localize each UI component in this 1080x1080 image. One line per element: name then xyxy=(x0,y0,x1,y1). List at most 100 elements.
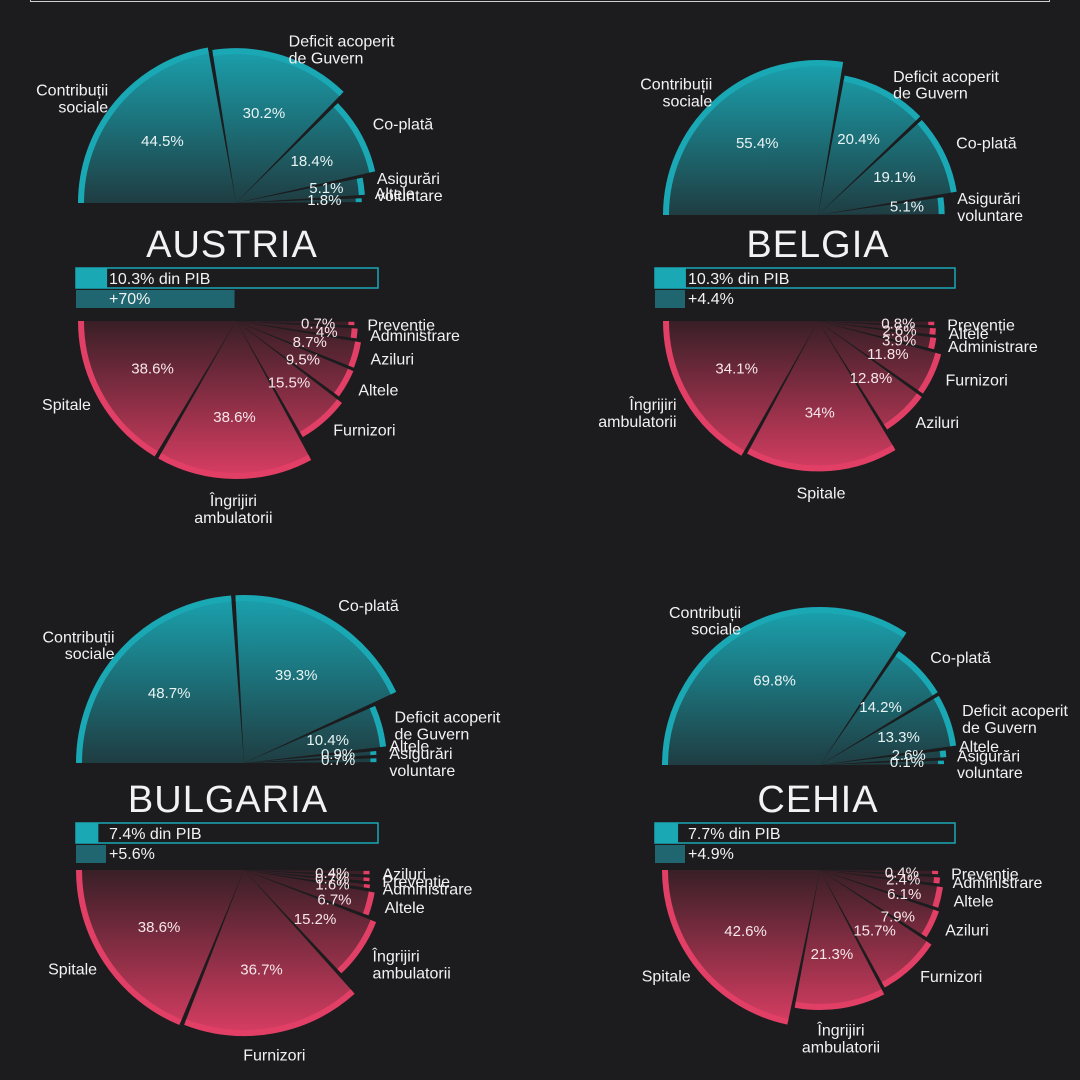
funding-slice-asigurari-voluntare-cehia xyxy=(820,760,941,765)
spending-slice-furnizori-cehia-rim xyxy=(881,941,932,988)
spending-slice-furnizori-bulgaria xyxy=(185,870,353,1034)
spending-slice-furnizori-cehia-value: 15.7% xyxy=(853,922,896,939)
spending-slice-altele-cehia-label: Altele xyxy=(954,893,994,910)
spending-slice-aziluri-austria-value: 8.7% xyxy=(293,334,327,351)
funding-slice-deficit-acoperit-de-guvern-cehia xyxy=(820,697,954,765)
funding-slice-asigurari-voluntare-austria xyxy=(236,178,362,203)
change-label-cehia: +4.9% xyxy=(688,846,734,863)
spending-slice-administrare-belgia-label: Administrare xyxy=(948,339,1038,356)
spending-slice-spitale-belgia-value: 34% xyxy=(805,404,835,421)
funding-slice-asigurari-voluntare-belgia-label: Asigurări voluntare xyxy=(957,191,1023,225)
spending-slice-ingrijiri-ambulatorii-bulgaria-rim xyxy=(337,919,377,974)
spending-slice-altele-austria-label: Altele xyxy=(358,382,398,399)
funding-slice-deficit-acoperit-de-guvern-bulgaria-label: Deficit acoperit de Guvern xyxy=(395,709,501,743)
spending-slice-spitale-austria-rim xyxy=(78,320,158,457)
change-label-belgia: +4.4% xyxy=(688,291,734,308)
spending-slice-furnizori-bulgaria-value: 36.7% xyxy=(240,962,283,979)
spending-slice-ingrijiri-ambulatorii-belgia-rim xyxy=(663,320,745,456)
change-label-bulgaria: +5.6% xyxy=(109,846,155,863)
spending-slice-altele-belgia-label: Altele xyxy=(949,326,989,343)
spending-slice-ingrijiri-ambulatorii-austria-rim xyxy=(158,453,312,479)
spending-slice-furnizori-cehia-label: Furnizori xyxy=(920,969,982,986)
funding-slice-deficit-acoperit-de-guvern-belgia-label: Deficit acoperit de Guvern xyxy=(893,69,999,103)
spending-slice-ingrijiri-ambulatorii-bulgaria-label: Îngrijiri ambulatorii xyxy=(372,946,451,982)
country-title-bulgaria: BULGARIA xyxy=(128,779,328,821)
spending-slice-ingrijiri-ambulatorii-belgia-label: Îngrijiri ambulatorii xyxy=(598,395,676,431)
spending-slice-preventie-belgia-label: Prevenție xyxy=(947,317,1015,334)
spending-slice-ingrijiri-ambulatorii-austria-label: Îngrijiri ambulatorii xyxy=(194,491,272,527)
spending-slice-administrare-austria-rim xyxy=(350,328,358,339)
gdp-label-bulgaria: 7.4% din PIB xyxy=(109,826,202,843)
funding-slice-contributii-sociale-austria-value: 44.5% xyxy=(141,133,184,150)
change-bar-belgia xyxy=(655,290,685,308)
funding-slice-asigurari-voluntare-bulgaria-value: 0.7% xyxy=(321,752,355,769)
spending-slice-ingrijiri-ambulatorii-cehia-value: 21.3% xyxy=(811,946,854,963)
funding-slice-co-plata-cehia-label: Co-plată xyxy=(930,650,991,667)
funding-slice-asigurari-voluntare-belgia-value: 5.1% xyxy=(890,198,924,215)
funding-slice-asigurari-voluntare-austria-value: 5.1% xyxy=(309,180,343,197)
funding-slice-altele-cehia xyxy=(820,750,944,765)
panel-belgia: 55.4% Contribuții sociale 20.4% Deficit acop… xyxy=(598,60,1038,502)
spending-slice-aziluri-austria-rim xyxy=(348,341,361,368)
funding-slice-co-plata-belgia-rim xyxy=(917,120,957,193)
funding-slice-asigurari-voluntare-bulgaria xyxy=(244,758,374,763)
funding-slice-deficit-acoperit-de-guvern-bulgaria-value: 10.4% xyxy=(306,732,349,749)
spending-slice-ingrijiri-ambulatorii-cehia-rim xyxy=(794,989,885,1011)
spending-slice-furnizori-belgia-label: Furnizori xyxy=(946,372,1008,389)
funding-slice-deficit-acoperit-de-guvern-austria xyxy=(212,51,342,203)
spending-slice-administrare-cehia xyxy=(820,870,937,884)
funding-slice-asigurari-voluntare-cehia-value: 0.1% xyxy=(890,754,924,771)
spending-slice-aziluri-bulgaria-label: Aziluri xyxy=(382,867,426,884)
gdp-label-cehia: 7.7% din PIB xyxy=(688,826,781,843)
funding-slice-contributii-sociale-cehia-rim xyxy=(662,607,907,766)
funding-slice-altele-bulgaria xyxy=(244,751,374,763)
spending-slice-altele-cehia-rim xyxy=(932,886,943,908)
spending-slice-administrare-bulgaria xyxy=(244,870,368,888)
spending-slice-preventie-austria-value: 0.7% xyxy=(301,316,335,333)
funding-slice-contributii-sociale-belgia xyxy=(666,63,843,215)
spending-slice-administrare-belgia-rim xyxy=(928,337,937,350)
spending-slice-altele-belgia-value: 2.6% xyxy=(882,322,916,339)
spending-slice-preventie-belgia-value: 0.8% xyxy=(881,316,915,333)
funding-slice-deficit-acoperit-de-guvern-belgia xyxy=(818,78,919,215)
gdp-label-belgia: 10.3% din PIB xyxy=(688,271,789,288)
funding-slice-co-plata-austria-value: 18.4% xyxy=(291,153,334,170)
spending-slice-spitale-austria-value: 38.6% xyxy=(131,361,174,378)
funding-slice-deficit-acoperit-de-guvern-austria-rim xyxy=(212,48,344,97)
spending-slice-administrare-austria xyxy=(236,321,355,338)
funding-slice-altele-austria-value: 1.8% xyxy=(307,192,341,209)
spending-slice-altele-bulgaria-rim xyxy=(362,891,375,916)
gdp-label-austria: 10.3% din PIB xyxy=(109,271,210,288)
funding-slice-contributii-sociale-cehia-value: 69.8% xyxy=(753,672,796,689)
spending-slice-altele-bulgaria-label: Altele xyxy=(385,900,425,917)
funding-slice-altele-bulgaria-label: Altele xyxy=(389,738,429,755)
spending-slice-preventie-austria xyxy=(236,321,352,326)
funding-slice-contributii-sociale-austria-rim xyxy=(78,47,209,204)
funding-slice-contributii-sociale-belgia-value: 55.4% xyxy=(736,135,779,152)
spending-slice-furnizori-belgia-value: 11.8% xyxy=(867,346,908,363)
funding-slice-co-plata-austria xyxy=(236,105,373,203)
spending-slice-aziluri-belgia xyxy=(818,321,920,427)
funding-slice-asigurari-voluntare-belgia xyxy=(818,197,942,215)
spending-slice-altele-austria-rim xyxy=(334,368,354,397)
funding-slice-deficit-acoperit-de-guvern-belgia-rim xyxy=(843,75,921,121)
funding-slice-contributii-sociale-bulgaria-value: 48.7% xyxy=(148,685,191,702)
spending-slice-aziluri-belgia-rim xyxy=(883,393,922,430)
spending-slice-ingrijiri-ambulatorii-bulgaria-value: 15.2% xyxy=(294,911,337,928)
spending-slice-furnizori-austria-label: Furnizori xyxy=(333,422,395,439)
spending-slice-aziluri-cehia-label: Aziluri xyxy=(945,922,989,939)
funding-slice-co-plata-bulgaria-value: 39.3% xyxy=(275,667,318,684)
spending-slice-furnizori-bulgaria-label: Furnizori xyxy=(243,1047,305,1064)
funding-slice-co-plata-belgia-label: Co-plată xyxy=(956,135,1017,152)
funding-slice-deficit-acoperit-de-guvern-austria-label: Deficit acoperit de Guvern xyxy=(289,34,395,68)
spending-slice-aziluri-belgia-value: 12.8% xyxy=(850,370,893,387)
spending-slice-aziluri-cehia xyxy=(820,870,937,936)
spending-slice-spitale-bulgaria-label: Spitale xyxy=(48,962,97,979)
spending-slice-furnizori-cehia xyxy=(820,870,930,985)
funding-slice-contributii-sociale-bulgaria-rim xyxy=(76,595,232,764)
funding-slice-asigurari-voluntare-austria-label: Asigurări voluntare xyxy=(377,171,443,205)
spending-slice-altele-austria xyxy=(236,321,351,395)
spending-slice-ingrijiri-ambulatorii-cehia-label: Îngrijiri ambulatorii xyxy=(802,1021,880,1057)
funding-slice-asigurari-voluntare-cehia-label: Asigurări voluntare xyxy=(957,748,1023,782)
panel-austria: 44.5% Contribuții sociale 30.2% Deficit acop… xyxy=(36,34,460,527)
